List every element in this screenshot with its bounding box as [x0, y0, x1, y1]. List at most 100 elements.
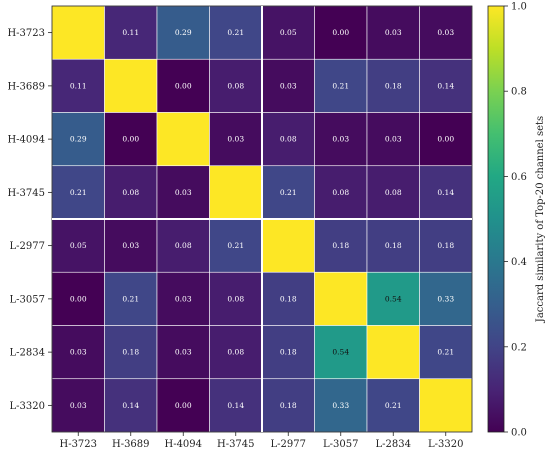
column-tick-label: L-3320 — [428, 439, 463, 450]
cell-value-label: 0.54 — [332, 348, 349, 357]
heatmap-cell — [261, 218, 315, 273]
row-tick-label: L-3320 — [10, 401, 45, 412]
heatmap-cell — [261, 271, 315, 326]
heatmap-cell — [104, 325, 158, 380]
cell-value-label: 0.00 — [175, 81, 192, 90]
cell-value-label: 0.18 — [385, 241, 402, 250]
heatmap-cell — [419, 112, 473, 167]
cell-value-label: 0.21 — [122, 294, 139, 303]
cell-value-label: 0.03 — [227, 135, 244, 144]
cell-value-label: 0.11 — [70, 81, 87, 90]
cell-value-label: 0.11 — [122, 28, 139, 37]
heatmap-cell — [209, 325, 263, 380]
row-tick-label: H-3689 — [7, 81, 45, 92]
heatmap-cell — [261, 325, 315, 380]
cell-value-label: 0.05 — [70, 241, 87, 250]
heatmap-cell — [209, 165, 263, 220]
heatmap-cell — [314, 271, 368, 326]
heatmap-cell — [104, 5, 158, 60]
heatmap-cell — [366, 218, 420, 273]
cell-value-label: 0.14 — [227, 401, 244, 410]
colorbar-label: Jaccard similarity of Top-20 channel set… — [535, 116, 546, 323]
cell-value-label: 0.08 — [385, 188, 402, 197]
cell-value-label: 0.21 — [332, 81, 349, 90]
cell-value-label: 0.29 — [70, 135, 87, 144]
colorbar-tick-label: 0.6 — [511, 172, 527, 183]
colorbar-gradient — [487, 5, 505, 433]
cell-value-label: 0.18 — [332, 241, 349, 250]
row-tick-labels: H-3723 H-3689 H-4094 H-3745 L-2977 L-3057 L-28… — [7, 28, 52, 412]
heatmap-cell — [314, 378, 368, 433]
cell-value-label: 0.03 — [385, 28, 402, 37]
heatmap-cell — [419, 378, 473, 433]
colorbar-tick-label: 1.0 — [511, 2, 527, 13]
cell-value-label: 0.21 — [385, 401, 402, 410]
cell-value-label: 0.29 — [175, 28, 192, 37]
column-tick-label: L-3057 — [323, 439, 358, 450]
cell-value-label: 0.03 — [122, 241, 139, 250]
cell-value-label: 0.18 — [385, 81, 402, 90]
colorbar-tick-label: 0.0 — [511, 428, 527, 439]
heatmap-cell — [156, 112, 210, 167]
cell-value-label: 0.18 — [280, 348, 297, 357]
cell-value-label: 0.00 — [70, 294, 87, 303]
cell-value-label: 0.18 — [122, 348, 139, 357]
heatmap-cell — [261, 112, 315, 167]
heatmap-cell — [314, 5, 368, 60]
column-tick-label: H-4094 — [164, 439, 202, 450]
heatmap-cell — [314, 325, 368, 380]
heatmap-cell — [366, 325, 420, 380]
heatmap-cell — [51, 5, 105, 60]
heatmap-cell — [51, 218, 105, 273]
cell-value-label: 0.08 — [227, 294, 244, 303]
cell-value-label: 0.21 — [437, 348, 454, 357]
row-tick-label: H-3745 — [7, 188, 45, 199]
cell-value-label: 0.03 — [70, 348, 87, 357]
heatmap-cell — [419, 58, 473, 113]
column-tick-label: H-3745 — [217, 439, 255, 450]
row-tick-label: L-2977 — [10, 241, 45, 252]
cell-value-label: 0.08 — [227, 81, 244, 90]
heatmap-cell — [261, 58, 315, 113]
heatmap-cell — [156, 325, 210, 380]
cell-value-label: 0.08 — [280, 135, 297, 144]
heatmap-cell — [314, 58, 368, 113]
cell-value-label: 0.03 — [332, 135, 349, 144]
heatmap-cell — [51, 378, 105, 433]
colorbar-tick-label: 0.2 — [511, 342, 527, 353]
cell-value-label: 0.18 — [437, 241, 454, 250]
column-tick-label: H-3689 — [112, 439, 150, 450]
heatmap-cell — [366, 378, 420, 433]
heatmap-cell — [366, 5, 420, 60]
cell-value-label: 0.18 — [280, 401, 297, 410]
row-tick-label: H-4094 — [7, 135, 45, 146]
cell-value-label: 0.08 — [122, 188, 139, 197]
heatmap-cell — [51, 58, 105, 113]
cell-value-label: 0.21 — [70, 188, 87, 197]
colorbar-tick-label: 0.4 — [511, 257, 527, 268]
heatmap-cell — [51, 112, 105, 167]
heatmap-cell — [51, 271, 105, 326]
heatmap-cell — [156, 378, 210, 433]
cell-value-label: 0.14 — [437, 188, 454, 197]
heatmap-cell — [366, 112, 420, 167]
cell-value-label: 0.08 — [175, 241, 192, 250]
cell-value-label: 0.21 — [227, 241, 244, 250]
row-tick-label: L-3057 — [10, 294, 45, 305]
cell-value-label: 0.18 — [280, 294, 297, 303]
heatmap-cell — [104, 112, 158, 167]
cell-value-label: 0.33 — [332, 401, 349, 410]
cell-value-label: 0.14 — [437, 81, 454, 90]
cell-value-label: 0.05 — [280, 28, 297, 37]
colorbar-ticks: 0.0 0.2 0.4 0.6 0.8 1.0 — [504, 2, 527, 439]
column-tick-label: L-2977 — [271, 439, 306, 450]
cell-value-label: 0.03 — [385, 135, 402, 144]
group-separators — [52, 6, 472, 432]
cell-value-label: 0.03 — [175, 348, 192, 357]
heatmap-cell — [209, 218, 263, 273]
column-tick-labels: H-3723 H-3689 H-4094 H-3745 L-2977 L-3057 L-28… — [59, 432, 463, 450]
heatmap-cell — [209, 58, 263, 113]
heatmap-cell — [209, 271, 263, 326]
heatmap-cell — [419, 325, 473, 380]
heatmap-cell — [209, 378, 263, 433]
